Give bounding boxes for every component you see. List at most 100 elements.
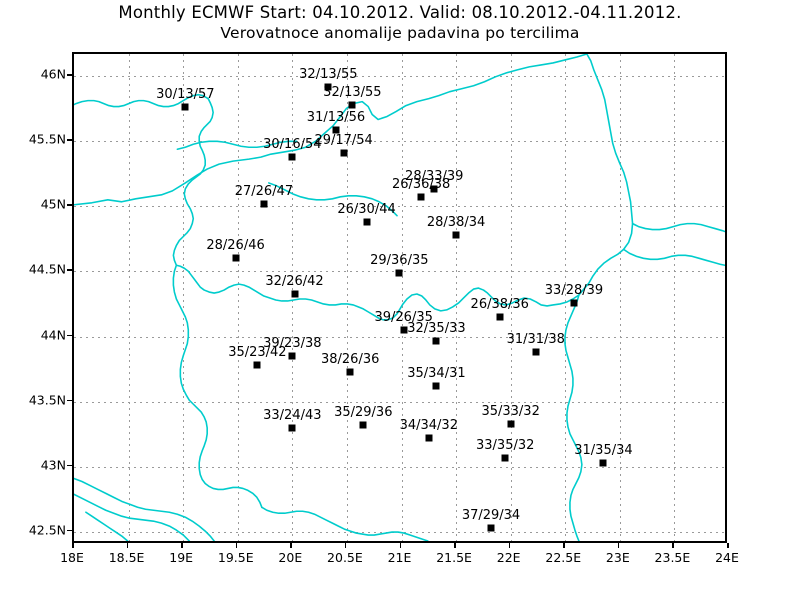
- x-axis-tick-mark: [290, 543, 292, 548]
- x-axis-tick-mark: [344, 543, 347, 548]
- station-tercile-label: 32/13/55: [299, 66, 358, 82]
- y-axis-tick-label: 42.5N: [28, 522, 66, 538]
- border-paths: [74, 54, 725, 541]
- x-axis-tick-mark: [72, 543, 74, 548]
- gridline-vertical: [456, 54, 458, 541]
- station-tercile-label: 28/38/34: [426, 215, 486, 231]
- gridline-horizontal: [74, 76, 725, 78]
- x-axis-tick-mark: [508, 543, 511, 548]
- station-tercile-label: 37/29/34: [461, 508, 521, 524]
- x-axis-tick-label: 20E: [278, 550, 303, 565]
- gridline-horizontal: [74, 401, 725, 403]
- gridline-vertical: [674, 54, 676, 541]
- station-tercile-label: 32/26/42: [265, 273, 324, 289]
- station-marker: [570, 299, 578, 307]
- station-tercile-label: 33/35/32: [476, 437, 535, 453]
- x-axis-tick-label: 20.5E: [327, 550, 363, 565]
- x-axis-tick-mark: [617, 543, 620, 548]
- x-axis-tick-mark: [181, 543, 183, 548]
- station-marker: [501, 454, 509, 462]
- gridline-horizontal: [74, 141, 725, 143]
- station-tercile-label: 29/17/54: [314, 132, 373, 148]
- chart-title-line-1: Monthly ECMWF Start: 04.10.2012. Valid: …: [118, 3, 682, 22]
- station-tercile-label: 28/33/39: [405, 169, 464, 185]
- chart-title-block: Monthly ECMWF Start: 04.10.2012. Valid: …: [0, 2, 800, 44]
- x-axis-tick-label: 19.5E: [217, 550, 254, 565]
- station-data-layer: 32/13/55 30/13/57 32/13/55 31/13/56 30/16/54…: [74, 54, 725, 541]
- gridline-vertical: [619, 54, 621, 541]
- station-marker: [340, 149, 348, 157]
- x-axis-tick-label: 24E: [715, 550, 739, 565]
- y-axis-tick-mark: [67, 74, 72, 76]
- station-tercile-label: 30/16/54: [263, 136, 322, 152]
- station-marker: [288, 153, 296, 161]
- x-axis-tick-label: 23.5E: [654, 550, 691, 565]
- gridline-horizontal: [74, 466, 725, 468]
- station-marker: [181, 103, 189, 111]
- y-axis-tick-mark: [67, 334, 72, 337]
- station-marker: [430, 185, 438, 193]
- station-marker: [432, 382, 440, 390]
- station-tercile-label: 33/24/43: [263, 407, 322, 423]
- station-tercile-label: 35/33/32: [481, 403, 540, 419]
- y-axis-tick-label: 46N: [40, 66, 66, 82]
- station-tercile-label: 28/26/46: [206, 238, 265, 254]
- station-tercile-label: 35/29/36: [334, 405, 393, 421]
- map-plot-area: 32/13/55 30/13/57 32/13/55 31/13/56 30/16/54…: [72, 52, 727, 543]
- x-axis-tick-mark: [672, 543, 674, 548]
- station-tercile-label: 39/26/35: [374, 310, 433, 326]
- station-marker: [395, 269, 403, 277]
- y-axis-tick-label: 44.5N: [28, 261, 66, 277]
- gridline-horizontal: [74, 206, 725, 208]
- x-axis-tick-label: 21.5E: [436, 550, 472, 565]
- y-axis-tick-label: 43N: [40, 457, 66, 473]
- x-axis-tick-label: 19E: [169, 550, 194, 565]
- y-axis-tick-mark: [67, 399, 72, 402]
- gridline-vertical: [346, 54, 348, 541]
- station-marker: [288, 352, 296, 360]
- y-axis-tick-label: 45N: [40, 196, 66, 212]
- station-marker: [363, 218, 371, 226]
- station-marker: [400, 326, 408, 334]
- station-marker: [346, 368, 354, 376]
- station-marker: [599, 459, 607, 467]
- station-tercile-label: 38/26/36: [320, 351, 380, 367]
- gridline-horizontal: [74, 336, 725, 338]
- station-marker: [260, 200, 268, 208]
- station-marker: [496, 313, 504, 321]
- gridline-vertical: [401, 54, 403, 541]
- x-axis-tick-mark: [454, 543, 456, 548]
- station-tercile-label: 26/36/38: [391, 177, 451, 193]
- station-marker: [348, 101, 356, 109]
- station-marker: [452, 231, 460, 239]
- station-tercile-label: 35/34/31: [407, 366, 466, 382]
- x-axis-tick-label: 18E: [60, 550, 84, 565]
- station-marker: [425, 434, 433, 442]
- y-axis-tick-mark: [67, 529, 72, 532]
- station-marker: [417, 193, 425, 201]
- station-tercile-label: 32/35/33: [407, 320, 466, 336]
- x-axis-tick-label: 18.5E: [108, 550, 145, 565]
- y-axis-tick-label: 44N: [40, 327, 66, 343]
- x-axis-tick-mark: [727, 543, 729, 548]
- station-marker: [253, 361, 261, 369]
- station-tercile-label: 29/36/35: [370, 252, 429, 268]
- station-tercile-label: 35/23/42: [228, 345, 287, 361]
- station-tercile-label: 39/23/38: [263, 336, 322, 352]
- x-axis-tick-label: 21E: [387, 550, 412, 565]
- station-tercile-label: 26/38/36: [470, 297, 529, 313]
- x-axis-tick-mark: [399, 543, 401, 548]
- station-marker: [288, 424, 296, 432]
- x-axis-tick-label: 22E: [496, 550, 521, 565]
- y-axis-tick-label: 43.5N: [28, 392, 66, 408]
- station-tercile-label: 32/13/55: [323, 84, 382, 100]
- station-marker: [232, 254, 240, 262]
- station-marker: [532, 348, 540, 356]
- gridline-vertical: [292, 54, 294, 541]
- station-tercile-label: 30/13/57: [156, 87, 215, 103]
- gridline-vertical: [510, 54, 512, 541]
- gridline-vertical: [183, 54, 185, 541]
- y-axis-tick-mark: [67, 269, 72, 271]
- station-tercile-label: 27/26/47: [234, 183, 294, 199]
